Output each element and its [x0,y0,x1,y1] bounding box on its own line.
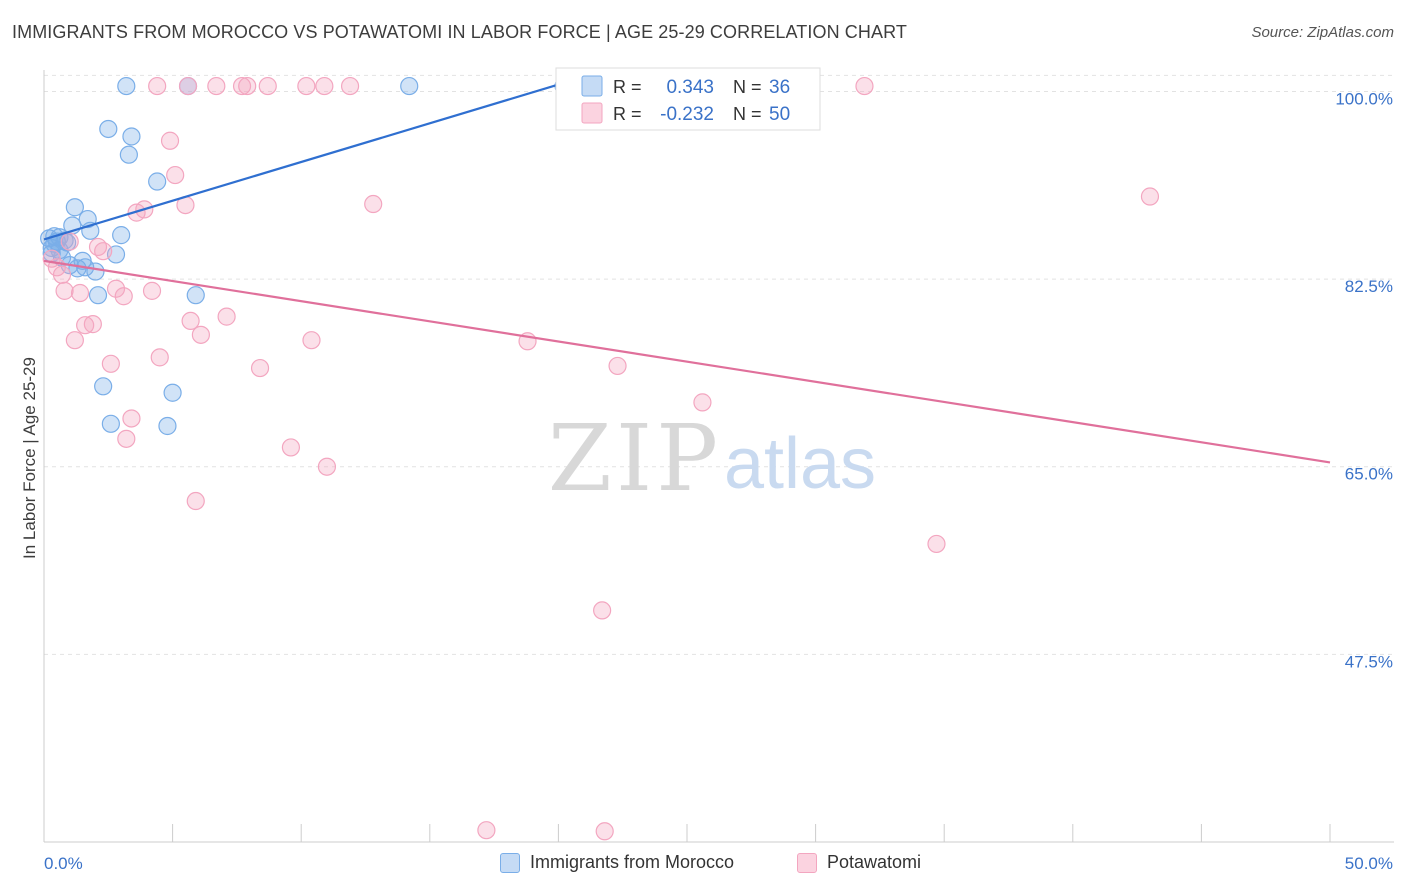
point-potawatomi [122,409,141,428]
point-potawatomi [60,232,79,251]
x-tick-label-max: 50.0% [1345,854,1393,873]
legend-item-morocco: Immigrants from Morocco [500,852,734,873]
point-potawatomi [114,287,133,306]
point-morocco [122,127,141,146]
point-potawatomi [608,356,627,376]
point-morocco [163,383,182,402]
stats-n-value-morocco: 36 [769,77,790,98]
point-potawatomi [94,242,113,261]
point-potawatomi [142,281,162,300]
point-morocco [78,209,97,229]
legend-swatch-potawatomi [797,852,817,873]
point-potawatomi [65,331,84,350]
stats-swatch-morocco [581,75,603,97]
point-potawatomi [593,601,612,620]
point-potawatomi [178,76,198,96]
point-potawatomi [186,491,205,511]
point-potawatomi [181,311,200,330]
point-potawatomi [83,315,102,334]
grid-lines [44,74,1394,655]
stats-n-value-potawatomi: 50 [769,104,790,125]
point-potawatomi [477,821,496,840]
stats-r-value-potawatomi: -0.232 [660,104,714,125]
x-tick-label-min: 0.0% [44,854,83,873]
point-potawatomi [250,358,270,378]
y-tick-label: 65.0% [1345,465,1393,484]
point-potawatomi [1140,187,1160,206]
stats-r-label-potawatomi: R = [613,104,642,124]
point-potawatomi [160,131,180,150]
y-tick-label: 47.5% [1345,652,1393,671]
legend-swatch-morocco [500,852,520,873]
point-morocco [186,286,205,305]
point-potawatomi [855,76,874,96]
point-potawatomi [217,307,236,326]
point-potawatomi [281,438,301,457]
point-morocco [101,414,120,433]
point-potawatomi [693,393,712,412]
stats-swatch-potawatomi [581,102,603,124]
point-potawatomi [207,76,226,96]
y-tick-label: 100.0% [1335,89,1393,108]
point-morocco [99,119,118,139]
stats-legend: R = 0.343 N = 36 R = -0.232 N = 50 [555,67,821,131]
stats-n-label-morocco: N = [733,77,762,97]
chart-title: IMMIGRANTS FROM MOROCCO VS POTAWATOMI IN… [12,22,907,42]
point-morocco [86,262,105,281]
point-potawatomi [340,76,360,96]
stats-n-label-potawatomi: N = [733,104,762,124]
trend-line-potawatomi [43,259,1331,464]
point-potawatomi [70,283,90,303]
tick-labels: 47.5% 65.0% 82.5% 100.0% 0.0% 50.0% [44,89,1393,873]
point-potawatomi [117,429,136,448]
point-potawatomi [302,331,321,350]
point-potawatomi [101,354,120,373]
point-potawatomi [76,316,95,335]
stats-r-value-morocco: 0.343 [666,77,714,98]
point-morocco [112,226,131,245]
point-potawatomi [927,534,946,554]
point-potawatomi [191,325,210,344]
point-potawatomi [232,76,252,96]
watermark-atlas: atlas [724,424,876,504]
point-potawatomi [166,165,185,185]
point-potawatomi [150,348,169,367]
point-potawatomi [297,76,316,96]
point-morocco [158,416,177,436]
y-tick-label: 82.5% [1345,277,1393,296]
point-morocco [117,76,136,96]
legend-label-morocco: Immigrants from Morocco [530,852,735,872]
point-morocco [148,172,167,191]
watermark-zip: ZIP [548,405,722,512]
source-label: Source: ZipAtlas.com [1251,24,1394,41]
legend-item-potawatomi: Potawatomi [797,852,921,873]
point-potawatomi [595,822,614,841]
point-morocco [119,145,138,164]
trend-lines [43,79,1331,464]
point-potawatomi [52,265,72,284]
series-legend: Immigrants from Morocco Potawatomi [0,852,1406,878]
point-potawatomi [258,76,277,96]
point-potawatomi [317,457,337,476]
watermark: ZIP atlas [548,405,876,512]
point-potawatomi [55,281,74,300]
point-potawatomi [148,76,167,96]
stats-r-label-morocco: R = [613,77,642,97]
point-morocco [400,76,419,96]
point-potawatomi [364,194,383,214]
point-potawatomi [315,76,334,96]
axes [43,70,1394,843]
point-morocco [88,286,108,305]
trend-line-morocco [43,79,572,241]
point-morocco [94,377,113,396]
point-potawatomi [238,76,257,96]
legend-label-potawatomi: Potawatomi [827,852,922,872]
point-morocco [65,198,84,217]
point-potawatomi [106,279,126,298]
